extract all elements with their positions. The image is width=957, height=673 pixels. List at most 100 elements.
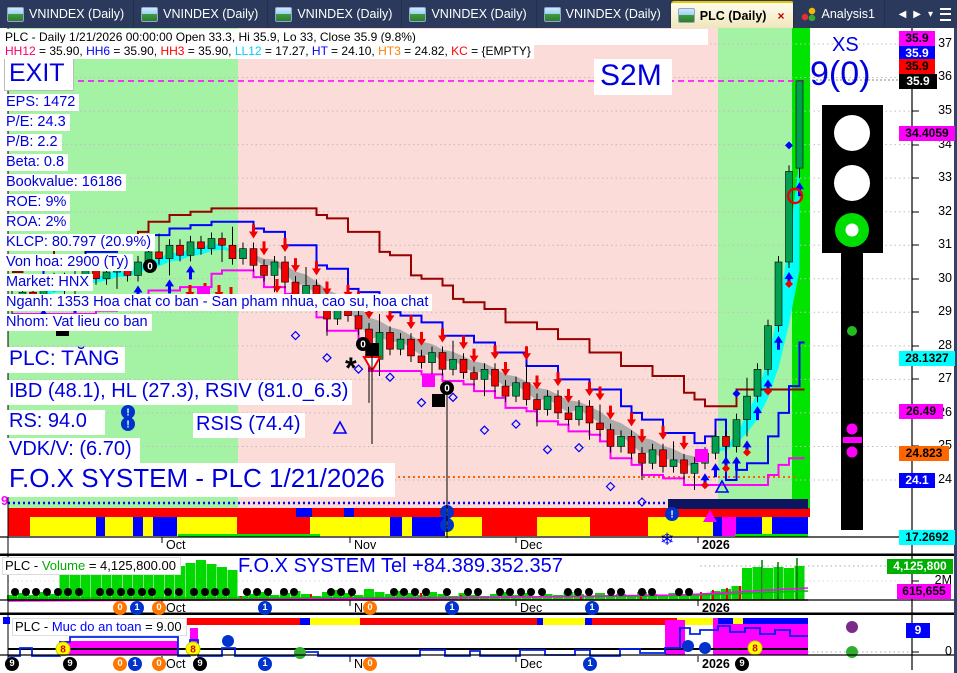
indicator-span: = 35.90,: [184, 44, 235, 58]
fox-system-phone: F.O.X SYSTEM Tel +84.389.352.357: [238, 555, 563, 577]
xaxis-dec-row0: Dec: [520, 538, 543, 552]
volume-marker-0: 0: [113, 601, 127, 615]
info-label-10: Nganh: 1353 Hoa chat co ban - San pham n…: [4, 294, 433, 311]
xaxis-2026-row0: 2026: [702, 538, 730, 552]
info-label-7: KLCP: 80.797 (20.9%): [4, 234, 156, 251]
pane-label-span: = 4,125,800.00: [85, 558, 176, 573]
price-tick-31: 31: [938, 237, 952, 251]
tab-dropdown-icon[interactable]: ▾: [927, 8, 933, 20]
info-label-9: Market: HNX: [4, 274, 93, 291]
tab-scroll-left-icon[interactable]: ◀: [898, 8, 907, 20]
svg-text:!: !: [670, 510, 673, 521]
xaxis-nov-row0: Nov: [354, 538, 377, 552]
svg-text:*: *: [345, 352, 357, 385]
pane3-marker-0: 9: [5, 657, 19, 671]
pane-label-span: Volume: [41, 558, 86, 573]
tab-bar: VNINDEX (Daily) VNINDEX (Daily) VNINDEX (D…: [0, 0, 957, 28]
signal-count-label: 9(0): [810, 55, 871, 93]
chart-header-indicators: HH12 = 35.90, HH6 = 35.90, HH3 = 35.90, …: [2, 43, 534, 59]
volume-pane-label: PLC - Volume = 4,125,800.00: [2, 557, 181, 575]
tab-label: VNINDEX (Daily): [431, 7, 527, 21]
tab-vnindex-daily-[interactable]: VNINDEX (Daily): [0, 0, 135, 28]
s2m-signal-label: S2M: [594, 59, 672, 95]
pane-label-span: PLC -: [15, 619, 52, 634]
volume-tag-1: 615,655: [897, 583, 951, 599]
price-tag-5: 28.1327: [899, 350, 955, 366]
info-label-5: ROE: 9%: [4, 194, 71, 211]
info-label-8: Von hoa: 2900 (Ty): [4, 254, 133, 271]
svg-text:8: 8: [60, 645, 66, 656]
chart-thumbnail-icon: [141, 6, 159, 22]
info-label-1: P/E: 24.3: [4, 114, 70, 131]
info-label-0: EPS: 1472: [4, 94, 80, 111]
pane3-marker-3: 1: [128, 657, 142, 671]
tab-vnindex-daily-[interactable]: VNINDEX (Daily): [268, 0, 403, 28]
price-tag-2: 35.9: [899, 58, 935, 74]
svg-text:0: 0: [360, 340, 366, 351]
tab-plc-daily-[interactable]: PLC (Daily) ×: [670, 1, 795, 28]
price-tag-8: 24.1: [899, 472, 935, 488]
indicator-span: KC: [451, 44, 468, 58]
window-right-border: [954, 28, 957, 673]
price-tick-37: 37: [938, 36, 952, 50]
pane3-marker-2: 0: [113, 657, 127, 671]
svg-text:!: !: [126, 408, 129, 419]
svg-text:8: 8: [190, 645, 196, 656]
svg-text:0: 0: [147, 262, 153, 273]
indicator-span: HH12: [5, 44, 36, 58]
pane-label-span: = 9.00: [141, 619, 182, 634]
tab-label: VNINDEX (Daily): [29, 7, 125, 21]
chart-thumbnail-icon: [543, 6, 561, 22]
price-tick-36: 36: [938, 69, 952, 83]
pane3-marker-6: 1: [258, 657, 272, 671]
rs-label: RS: 94.0: [6, 410, 105, 435]
indicator-span: HH6: [86, 44, 111, 58]
tab-label: VNINDEX (Daily): [297, 7, 393, 21]
volume-marker-2: 0: [152, 601, 166, 615]
volume-marker-4: 0: [363, 601, 377, 615]
volume-marker-5: 1: [445, 601, 459, 615]
price-tick-29: 29: [938, 304, 952, 318]
chart-thumbnail-icon: [275, 6, 293, 22]
xaxis-dec-row1: Dec: [520, 601, 543, 615]
tab-label: PLC (Daily): [699, 8, 767, 23]
volume-marker-3: 1: [258, 601, 272, 615]
safety-pane-marker: [3, 617, 10, 624]
tab-menu-icon[interactable]: [940, 7, 951, 21]
tab-vnindex-daily-[interactable]: VNINDEX (Daily): [134, 0, 269, 28]
info-label-2: P/B: 2.2: [4, 134, 62, 151]
pane3-marker-1: 9: [63, 657, 77, 671]
tab-vnindex-daily-[interactable]: VNINDEX (Daily): [402, 0, 537, 28]
tab-vnindex-daily-[interactable]: VNINDEX (Daily): [537, 0, 671, 28]
xaxis-2026-row1: 2026: [702, 601, 730, 615]
svg-text:0: 0: [444, 384, 450, 395]
price-tick-28: 28: [938, 338, 952, 352]
price-tick-35: 35: [938, 103, 952, 117]
chart-header-ohlc: PLC - Daily 1/21/2026 00:00:00 Open 33.3…: [2, 29, 708, 45]
exit-signal-label: EXIT: [4, 58, 74, 91]
tab-close-icon[interactable]: ×: [777, 8, 785, 23]
price-tick-30: 30: [938, 271, 952, 285]
volume-marker-1: 1: [130, 601, 144, 615]
svg-text:❄: ❄: [660, 530, 674, 549]
pane-label-span: Muc do an toan: [51, 619, 142, 634]
safety-pane-label: PLC - Muc do an toan = 9.00: [12, 618, 187, 636]
volume-marker-6: 1: [585, 601, 599, 615]
pane3-marker-7: 0: [363, 657, 377, 671]
tab-nav: ◀ ▶ ▾: [899, 0, 957, 28]
indicator-span: HT3: [378, 44, 405, 58]
tab-analysis1[interactable]: Analysis1: [794, 0, 885, 28]
tab-scroll-right-icon[interactable]: ▶: [913, 8, 921, 20]
tab-label: Analysis1: [821, 7, 875, 21]
info-label-4: Bookvalue: 16186: [4, 174, 127, 191]
price-tag-0: 35.9: [899, 30, 935, 46]
price-tick-34: 34: [938, 137, 952, 151]
chart-thumbnail-icon: [409, 6, 427, 22]
svg-text:8: 8: [752, 644, 758, 655]
chart-thumbnail-icon: [677, 8, 695, 23]
xaxis-dec-row2: Dec: [520, 657, 543, 671]
indicator-values-label: IBD (48.1), HL (27.3), RSIV (81.0_6.3): [6, 380, 353, 405]
chart-thumbnail-icon: [7, 6, 24, 22]
